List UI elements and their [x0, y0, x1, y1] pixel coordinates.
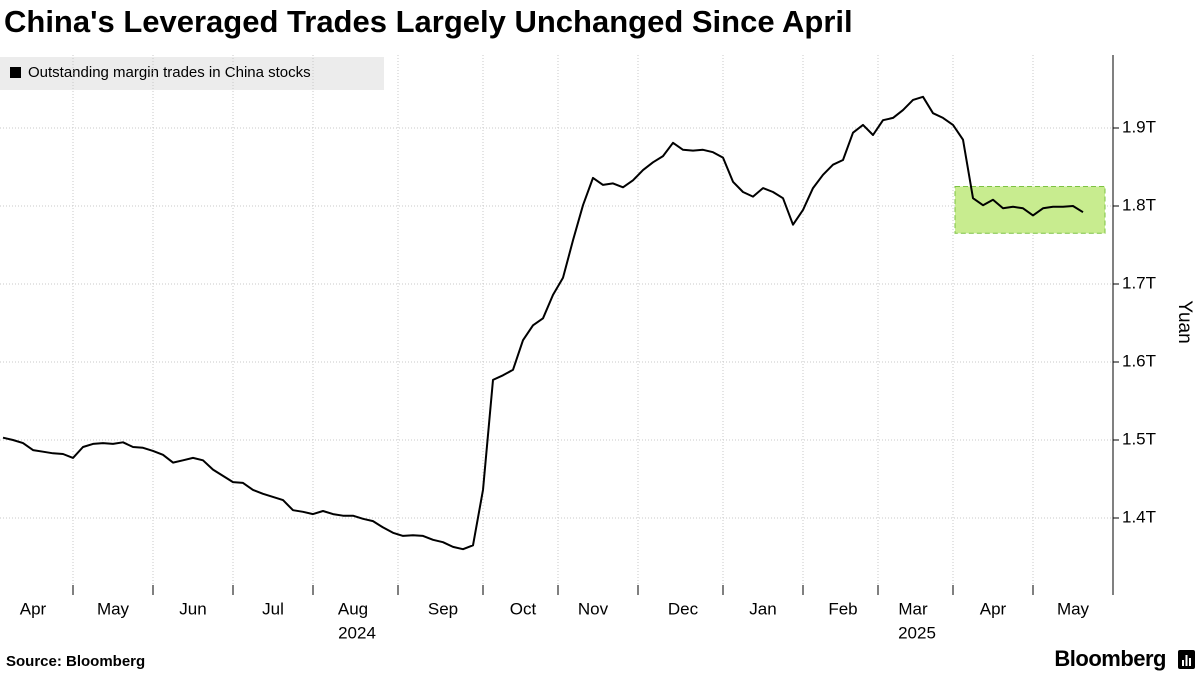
chart-title: China's Leveraged Trades Largely Unchang…: [4, 4, 853, 39]
legend-swatch: [10, 67, 21, 78]
y-tick-label: 1.8T: [1122, 195, 1156, 214]
x-tick-label: Jun: [179, 599, 206, 618]
series-line: [2, 95, 1084, 551]
y-axis-label: Yuan: [1174, 300, 1195, 343]
brand: Bloomberg: [1054, 646, 1166, 671]
x-tick-label: Feb: [828, 599, 857, 618]
x-tick-label: Aug: [338, 599, 368, 618]
legend-label: Outstanding margin trades in China stock…: [28, 64, 311, 81]
y-tick-label: 1.5T: [1122, 429, 1156, 448]
x-tick-label: May: [1057, 599, 1090, 618]
x-tick-label: Sep: [428, 599, 458, 618]
x-tick-label: Jul: [262, 599, 284, 618]
year-label: 2024: [338, 623, 376, 642]
y-tick-label: 1.6T: [1122, 351, 1156, 370]
highlight-box: [954, 186, 1106, 234]
x-tick-label: Jan: [749, 599, 776, 618]
y-tick-label: 1.9T: [1122, 117, 1156, 136]
year-label: 2025: [898, 623, 936, 642]
brand-icon: [1178, 650, 1195, 669]
x-tick-label: Apr: [20, 599, 47, 618]
x-tick-label: Mar: [898, 599, 928, 618]
x-tick-label: May: [97, 599, 130, 618]
y-tick-label: 1.4T: [1122, 507, 1156, 526]
x-tick-label: Dec: [668, 599, 699, 618]
legend-box: [0, 57, 384, 90]
x-tick-label: Nov: [578, 599, 609, 618]
x-tick-label: Apr: [980, 599, 1007, 618]
source: Source: Bloomberg: [6, 653, 145, 670]
y-tick-label: 1.7T: [1122, 273, 1156, 292]
x-tick-label: Oct: [510, 599, 537, 618]
